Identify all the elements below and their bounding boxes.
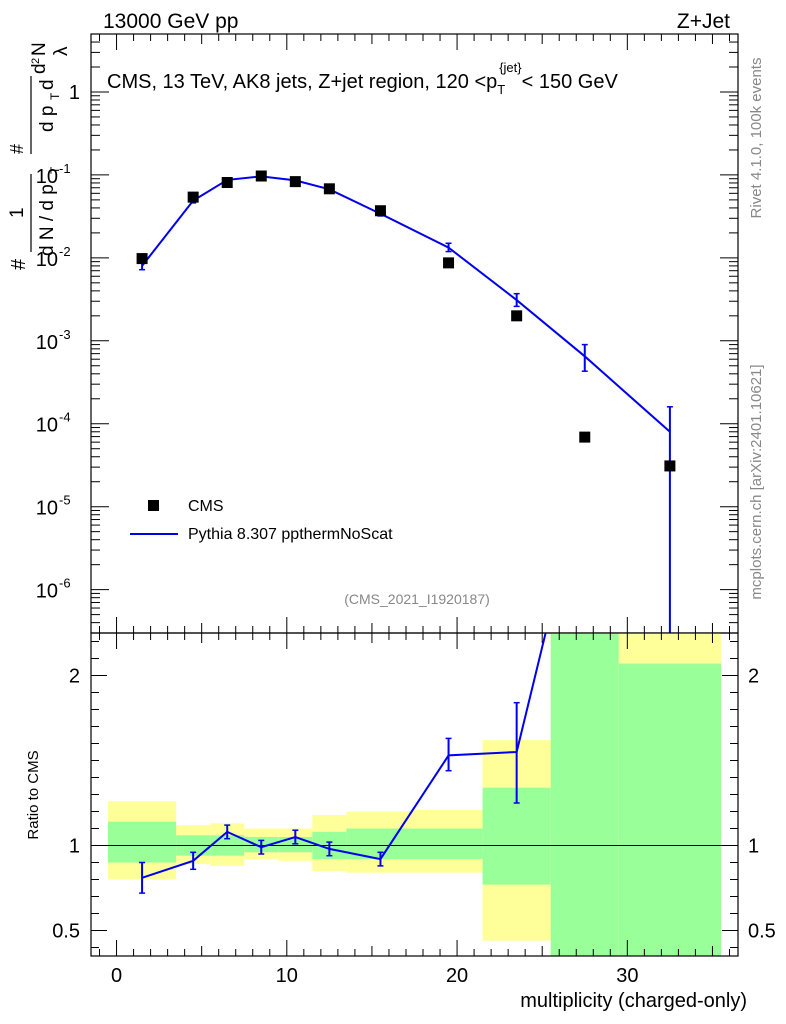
cms-point [374,205,386,217]
y-tick-label-3: 10 [36,332,58,354]
ratio-y-tick-label-right-0: 0.5 [748,921,776,943]
mcplots-label: mcplots.cern.ch [arXiv:2401.10621] [748,364,765,599]
ratio-y-tick-label-1: 1 [69,836,80,858]
legend: CMS Pythia 8.307 ppthermNoScat [130,498,393,543]
band-green-8 [482,787,551,885]
y-tick-label-1: 10 [36,166,58,188]
cms-point [664,460,676,472]
y-tick-exp-4: -4 [59,410,71,425]
y-tick-exp-3: -3 [59,327,71,342]
analysis-watermark: (CMS_2021_I1920187) [344,591,490,607]
svg-text:d N / d p: d N / d p [37,184,58,256]
y-tick-exp-5: -5 [59,493,71,508]
svg-text:N: N [29,42,50,56]
title-p: p [486,71,497,93]
main-title-text: CMS, 13 TeV, AK8 jets, Z+jet region, 120… [107,71,486,93]
y-tick-label-4: 10 [36,415,58,437]
svg-text:d: d [29,63,50,74]
band-green-9 [550,633,619,956]
svg-text:T: T [48,166,62,174]
band-green-10 [618,663,721,956]
legend-cms-marker [148,500,159,511]
pythia-line [141,175,671,433]
svg-text:T: T [48,92,62,100]
rivet-label: Rivet 4.1.0, 100k events [748,58,765,219]
y-tick-exp-1: -1 [59,161,71,176]
y-tick-exp-2: -2 [59,244,71,259]
band-green-7 [414,828,483,860]
x-tick-label-10: 10 [276,965,298,987]
cms-point [136,253,148,265]
ratio-y-tick-label-right-1: 1 [748,836,759,858]
svg-text:1: 1 [7,207,28,218]
cms-point [511,310,523,322]
cms-point [443,257,455,269]
x-tick-label-0: 0 [111,965,122,987]
ratio-y-tick-label-right-2: 2 [748,666,759,688]
ratio-y-tick-label-2: 2 [69,666,80,688]
header-left: 13000 GeV pp [103,10,238,33]
title-sup: {jet} [499,60,522,75]
main-title: CMS, 13 TeV, AK8 jets, Z+jet region, 120… [107,60,618,97]
cms-point [579,431,591,443]
ratio-line [141,632,547,879]
main-frame [90,33,739,634]
main-y-axis-label: # 1 d N / d p T # d p T d d 2 N λ [7,42,72,270]
legend-pythia-label: Pythia 8.307 ppthermNoScat [188,526,393,543]
header-right: Z+Jet [677,10,730,33]
band-green-0 [108,821,177,863]
ratio-y-tick-label-0: 0.5 [52,921,80,943]
title-end: < 150 GeV [522,71,619,93]
y-tick-label-2: 10 [36,249,58,271]
x-axis-label: multiplicity (charged-only) [520,990,747,1012]
y-tick-label-6: 10 [36,581,58,603]
legend-cms-label: CMS [188,498,224,515]
ratio-y-axis-label: Ratio to CMS [25,750,42,839]
title-sub: T [497,82,505,97]
x-tick-label-20: 20 [446,965,468,987]
cms-point [187,191,199,203]
main-panel: 110-110-210-310-410-510-6 [36,33,739,634]
y-tick-exp-6: -6 [59,576,71,591]
svg-text:d p: d p [37,106,58,132]
svg-text:λ: λ [51,46,72,56]
cms-point [255,170,267,182]
cms-point [289,176,301,188]
svg-text:#: # [7,144,27,154]
ratio-panel: 0 10 20 30 0.5 0.5 1 1 2 2 [52,632,776,987]
cms-point [323,183,335,195]
cms-point [221,177,233,189]
y-tick-label-5: 10 [36,498,58,520]
y-tick-label-0: 1 [69,82,80,104]
svg-text:#: # [8,258,30,270]
svg-text:d: d [37,79,58,90]
x-tick-label-30: 30 [616,965,638,987]
svg-text:2: 2 [30,58,42,64]
